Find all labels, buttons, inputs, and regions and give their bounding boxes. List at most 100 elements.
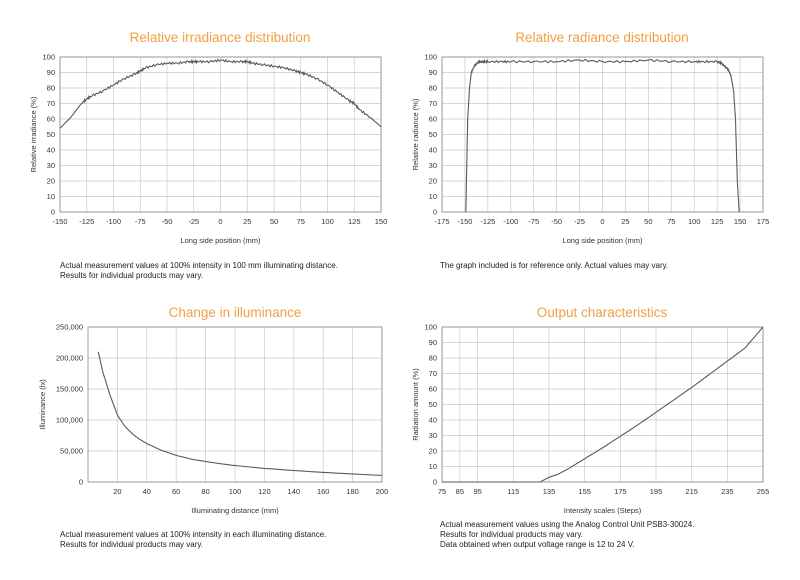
y-tick-label: 90 [47,68,55,77]
x-tick-label: 20 [113,487,121,496]
x-tick-label: -125 [79,217,94,226]
y-tick-label: 10 [429,462,437,471]
plot-frame [87,326,383,483]
x-axis-label: Long side position (mm) [562,236,643,245]
y-tick-label: 50 [47,130,55,139]
x-axis-label: Illuminating distance (mm) [191,506,279,515]
x-axis-label: Intensity scales (Steps) [564,506,642,515]
chart-3-note-line: Results for individual products may vary… [60,540,204,549]
y-tick-label: 20 [47,177,55,186]
x-tick-label: -50 [551,217,562,226]
chart-3-note: Actual measurement values at 100% intens… [60,530,326,550]
x-tick-label: 50 [644,217,652,226]
y-tick-label: 70 [47,99,55,108]
chart-1-note: Actual measurement values at 100% intens… [60,261,338,281]
x-tick-label: 75 [297,217,305,226]
y-tick-label: 30 [429,431,437,440]
chart-title: Change in illuminance [169,305,302,320]
x-tick-label: 155 [578,487,591,496]
y-tick-label: 100 [424,323,437,332]
y-tick-label: 60 [429,385,437,394]
x-tick-label: 235 [721,487,734,496]
x-tick-label: 125 [711,217,724,226]
series-line [59,58,382,129]
y-tick-label: 70 [429,99,437,108]
y-tick-label: 20 [429,177,437,186]
y-tick-label: 70 [429,369,437,378]
x-tick-label: -75 [528,217,539,226]
chart-4-note: Actual measurement values using the Anal… [440,520,694,550]
chart-1-note-line: Results for individual products may vary… [60,271,204,280]
x-tick-label: -125 [480,217,495,226]
x-tick-label: 135 [543,487,556,496]
x-tick-label: 60 [172,487,180,496]
chart-4-note-line: Actual measurement values using the Anal… [440,520,695,529]
y-tick-label: 10 [429,192,437,201]
y-tick-label: 20 [429,447,437,456]
chart-title: Relative irradiance distribution [130,30,311,45]
chart-4-note-line: Data obtained when output voltage range … [440,540,635,549]
x-tick-label: 150 [734,217,747,226]
x-tick-label: 175 [614,487,627,496]
y-tick-label: 0 [433,478,437,487]
x-tick-label: 40 [143,487,151,496]
x-tick-label: 100 [229,487,242,496]
series-line [97,351,383,477]
x-tick-label: -175 [434,217,449,226]
chart-2: Relative radiance distribution -175 -150 -1… [411,30,769,245]
plot-frame [59,56,382,213]
y-tick-label: 30 [429,161,437,170]
y-tick-label: 100 [42,53,55,62]
y-axis-label: Relative radiance (%) [411,98,420,170]
x-tick-label: 75 [667,217,675,226]
plot-frame [441,56,764,213]
y-tick-label: 100,000 [56,416,83,425]
chart-title: Relative radiance distribution [515,30,688,45]
series-line [465,58,740,213]
y-tick-label: 0 [433,208,437,217]
y-axis-label: Radiation amount (%) [411,368,420,441]
y-axis-label: Illuminance (lx) [38,379,47,430]
chart-4-note-line: Results for individual products may vary… [440,530,584,539]
x-tick-label: 195 [650,487,663,496]
x-tick-label: 25 [243,217,251,226]
chart-3-note-line: Actual measurement values at 100% intens… [60,530,327,539]
x-tick-label: -100 [503,217,518,226]
x-tick-label: 125 [348,217,361,226]
x-tick-label: -150 [52,217,67,226]
chart-3: Change in illuminance 20 40 60 80 100 120 140 16… [38,305,388,515]
x-tick-label: 80 [201,487,209,496]
y-tick-label: 80 [429,84,437,93]
x-tick-label: -75 [135,217,146,226]
x-tick-label: 140 [288,487,301,496]
y-tick-label: 80 [47,84,55,93]
y-tick-label: 50 [429,400,437,409]
x-tick-label: 25 [621,217,629,226]
x-tick-label: 115 [507,487,519,496]
chart-2-note-line: The graph included is for reference only… [440,261,669,270]
y-tick-label: 10 [47,192,55,201]
series-line [442,326,764,483]
chart-4: Output characteristics 75 85 95 115 135 155 175… [411,305,769,515]
x-tick-label: 85 [456,487,464,496]
x-axis-label: Long side position (mm) [180,236,261,245]
y-tick-label: 40 [429,416,437,425]
x-tick-label: 200 [376,487,389,496]
y-tick-label: 40 [429,146,437,155]
x-tick-label: -25 [188,217,199,226]
plot-frame [441,326,764,483]
x-tick-label: 50 [270,217,278,226]
x-tick-label: -150 [457,217,472,226]
y-tick-label: 250,000 [56,323,83,332]
y-tick-label: 50,000 [60,447,83,456]
y-tick-label: 30 [47,161,55,170]
y-tick-label: 200,000 [56,354,83,363]
x-tick-label: 100 [321,217,334,226]
chart-2-note: The graph included is for reference only… [440,261,668,271]
y-tick-label: 60 [47,115,55,124]
x-tick-label: 175 [757,217,770,226]
y-tick-label: 150,000 [56,385,83,394]
x-tick-label: 160 [317,487,330,496]
x-tick-label: -50 [162,217,173,226]
